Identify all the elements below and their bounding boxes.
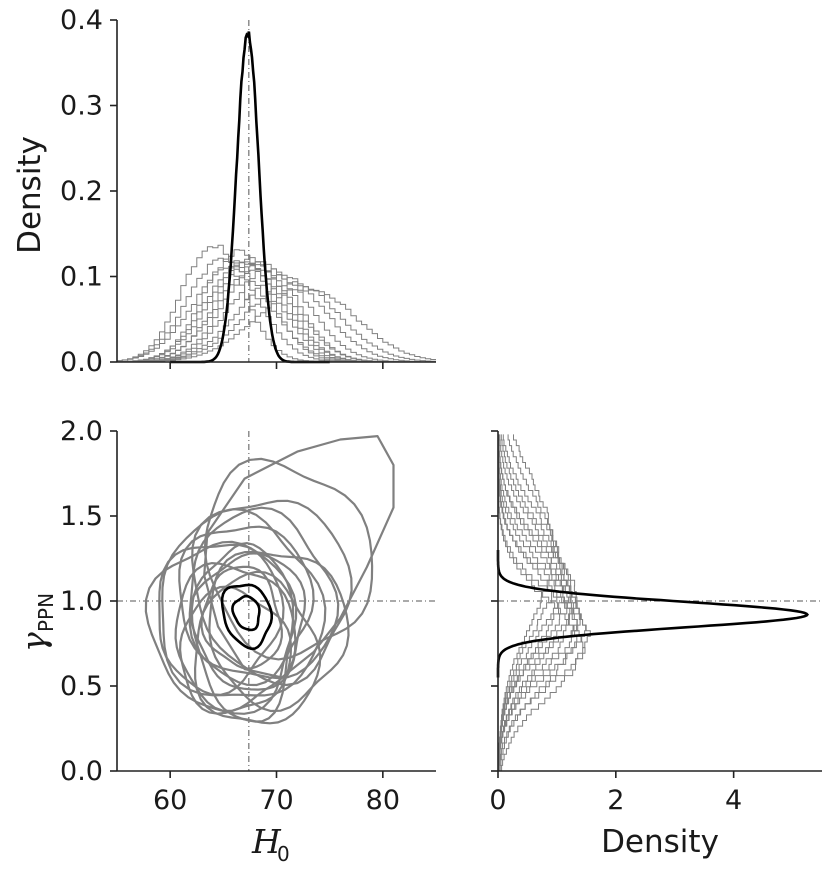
right-x-tick-label: 0 [489,785,506,816]
right-x-tick-label: 4 [725,785,742,816]
right-x-tick-label: 2 [607,785,624,816]
joint-ylabel-main: γ [14,632,53,652]
joint-x-tick-label: 60 [153,785,187,816]
h0-marginal-panel: 0.0 0.1 0.2 0.3 0.4 [60,5,436,378]
gamma-individual-hist [498,434,565,771]
top-y-tick-label: 0.2 [60,176,103,207]
joint-individual-contour [193,570,322,725]
top-y-tick-label: 0.4 [60,5,103,36]
joint-y-tick-label: 2.0 [60,416,103,447]
joint-individual-contour [188,506,340,680]
joint-ylabel-sub: PPN [34,593,58,632]
joint-individual-contour [203,457,374,661]
gamma-combined-curve [496,550,810,678]
top-y-tick-label: 0.1 [60,262,103,293]
joint-individual-contour [161,508,327,697]
top-ylabel: Density [12,136,48,254]
joint-y-tick-label: 0.0 [60,756,103,787]
top-y-tick-label: 0.0 [60,347,103,378]
axis-labels: Density Density H 0 γ PPN [12,136,719,866]
gamma-marginal-panel: 0 2 4 [489,430,822,816]
right-xlabel: Density [601,824,719,860]
joint-individual-contour [200,565,283,670]
joint-outer-contour [203,435,395,679]
joint-y-tick-label: 1.0 [60,586,103,617]
joint-xlabel-sub: 0 [277,842,290,866]
h0-individual-hist [117,286,436,363]
joint-y-tick-label: 0.5 [60,671,103,702]
top-y-tick-label: 0.3 [60,91,103,122]
joint-contour-panel: 0.0 0.5 1.0 1.5 2.0 60 70 80 [60,416,436,816]
joint-combined-contour [231,594,261,632]
joint-y-tick-label: 1.5 [60,501,103,532]
joint-combined-contour [220,583,273,651]
h0-individual-hist [117,281,436,363]
joint-xlabel: H 0 [251,822,290,866]
joint-individual-contour [178,525,315,687]
joint-xlabel-main: H [251,822,282,861]
joint-x-tick-label: 70 [259,785,293,816]
h0-individual-hist [117,268,436,363]
gamma-individual-hist [498,434,567,771]
joint-individual-contour [208,550,350,713]
gamma-individual-hist [498,434,557,771]
joint-x-tick-label: 80 [366,785,400,816]
joint-ylabel: γ PPN [14,593,58,652]
